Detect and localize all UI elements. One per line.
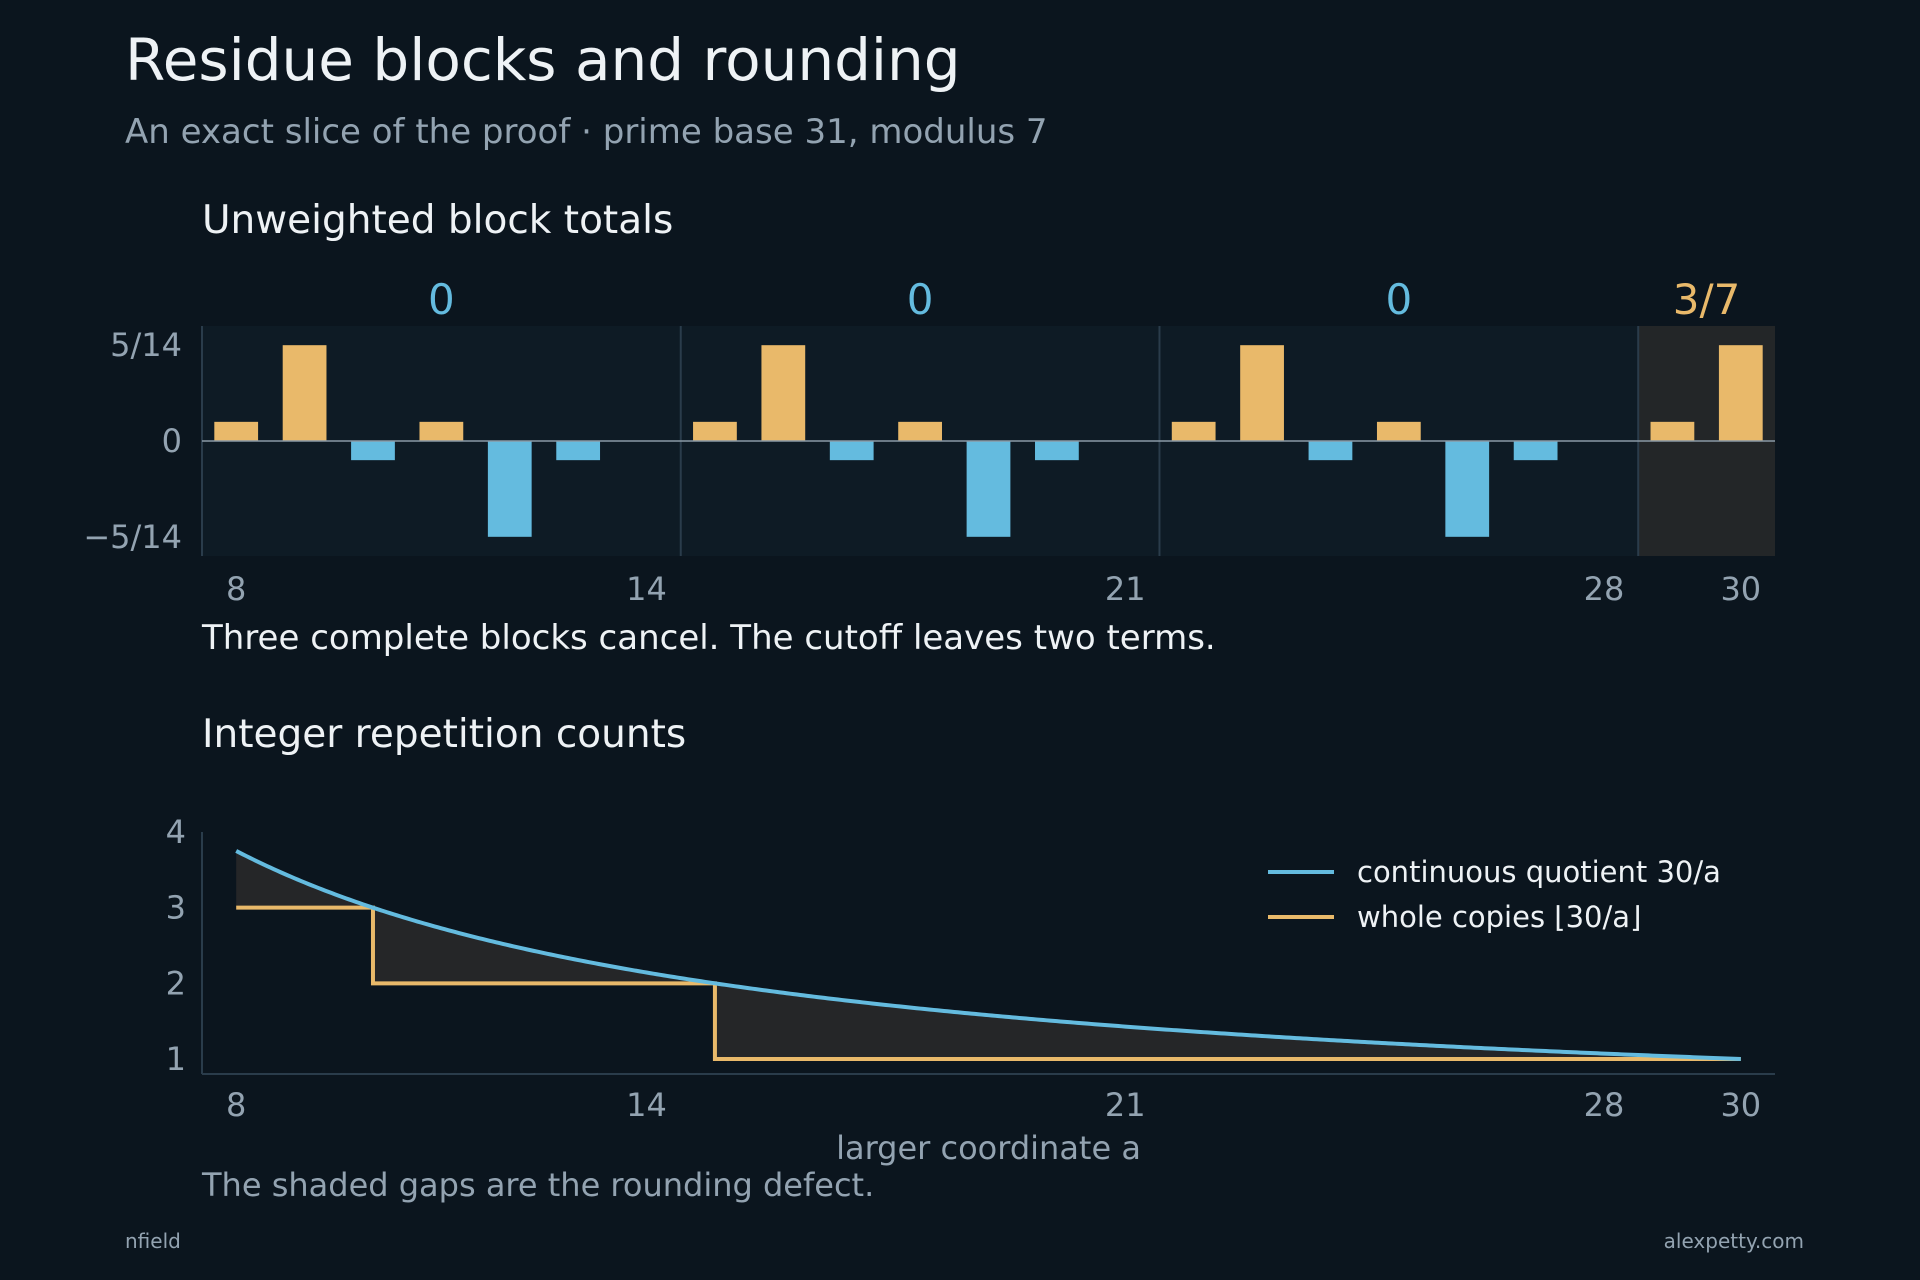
legend-label: whole copies ⌊30/a⌋ xyxy=(1357,900,1641,934)
floor-step-line xyxy=(236,905,1741,1061)
bar xyxy=(1171,421,1216,441)
bar xyxy=(1376,421,1421,441)
block-total-label: 3/7 xyxy=(1673,275,1741,324)
x-tick-label: 28 xyxy=(1584,570,1625,608)
y-tick-label: 0 xyxy=(162,422,182,460)
block-totals-chart: 0 0 0 3/7 5/14 0 −5/14 8 14 21 28 30 xyxy=(83,275,1775,608)
x-axis-label: larger coordinate a xyxy=(836,1129,1141,1167)
y-tick-label: 4 xyxy=(166,813,186,851)
page-title: Residue blocks and rounding xyxy=(125,26,961,94)
y-tick-label: 1 xyxy=(166,1040,186,1078)
bar xyxy=(1650,421,1695,441)
bar xyxy=(1035,441,1079,461)
bar xyxy=(898,421,942,441)
x-tick-label: 14 xyxy=(626,1086,667,1124)
bar xyxy=(419,421,464,441)
y-tick-label: −5/14 xyxy=(83,518,182,556)
bar xyxy=(487,441,532,537)
block-chart-caption: Three complete blocks cancel. The cutoff… xyxy=(202,618,1216,658)
bar xyxy=(1718,345,1763,441)
footer-left-text: nfield xyxy=(125,1229,181,1253)
bar xyxy=(1240,345,1284,441)
bar xyxy=(1445,441,1490,537)
bar xyxy=(1308,441,1353,461)
block-total-label: 0 xyxy=(907,275,934,324)
bar xyxy=(351,441,395,461)
bar xyxy=(214,421,259,441)
x-tick-label: 21 xyxy=(1105,570,1146,608)
block-total-label: 0 xyxy=(428,275,455,324)
y-tick-label: 2 xyxy=(166,964,186,1002)
bar xyxy=(556,441,601,461)
bar xyxy=(693,421,737,441)
x-tick-label: 28 xyxy=(1584,1086,1625,1124)
bar xyxy=(761,345,806,441)
bar xyxy=(1513,441,1558,461)
x-tick-label: 30 xyxy=(1720,570,1761,608)
rounding-chart-caption: The shaded gaps are the rounding defect. xyxy=(202,1166,875,1204)
rounding-chart-title: Integer repetition counts xyxy=(202,712,687,757)
x-tick-label: 21 xyxy=(1105,1086,1146,1124)
block-total-label: 0 xyxy=(1385,275,1412,324)
y-tick-label: 5/14 xyxy=(110,326,182,364)
x-tick-label: 14 xyxy=(626,570,667,608)
x-tick-label: 8 xyxy=(226,1086,246,1124)
bar xyxy=(829,441,874,461)
footer-right-text: alexpetty.com xyxy=(1663,1229,1804,1253)
rounding-gap-shade xyxy=(236,850,1741,1059)
block-chart-title: Unweighted block totals xyxy=(202,198,674,243)
quotient-curve-line xyxy=(235,849,1741,1061)
y-tick-label: 3 xyxy=(166,889,186,927)
page-subtitle: An exact slice of the proof · prime base… xyxy=(125,112,1048,152)
x-tick-label: 8 xyxy=(226,570,246,608)
bar xyxy=(282,345,327,441)
legend-label: continuous quotient 30/a xyxy=(1357,855,1721,889)
x-tick-label: 30 xyxy=(1720,1086,1761,1124)
bar xyxy=(966,441,1011,537)
